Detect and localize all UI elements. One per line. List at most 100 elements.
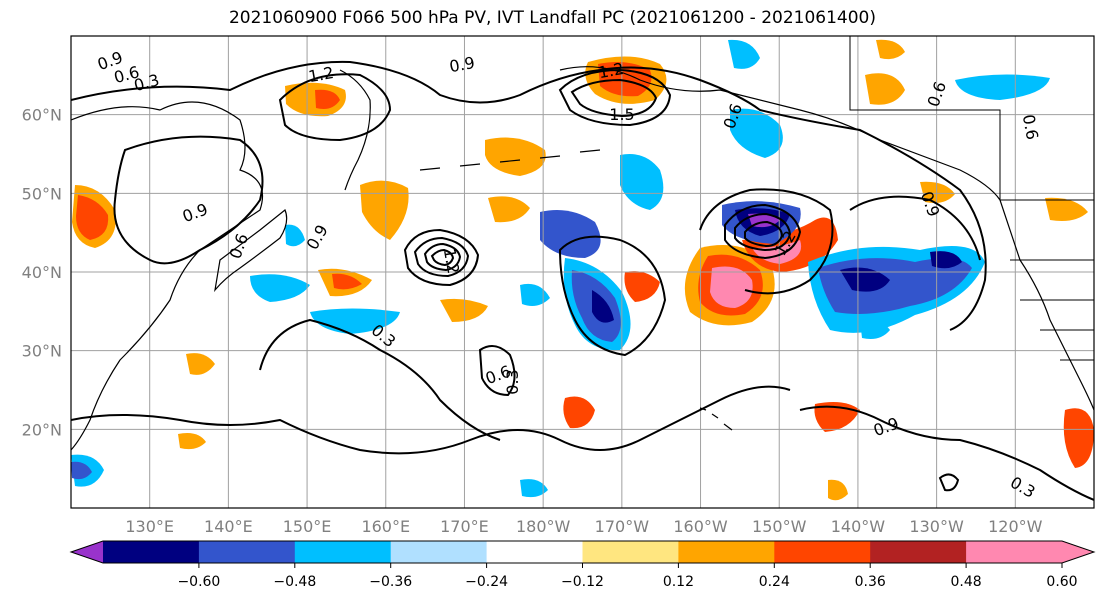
shade-pos-16 — [865, 73, 905, 105]
coast-alaska — [559, 66, 1001, 201]
lon-label-9: 140°W — [831, 517, 886, 536]
colorbar-tick-label-5: 0.12 — [663, 574, 694, 590]
longitude-labels: 130°E 140°E 150°E 160°E 170°E 180°W 170°W 160°W… — [125, 517, 1042, 536]
shade-pos-5-core — [76, 195, 109, 240]
lon-label-4: 170°E — [440, 517, 489, 536]
contour-label-15: 0.3 — [503, 369, 522, 394]
contour-9 — [430, 248, 455, 267]
contour-15 — [849, 195, 981, 261]
colorbar-tick-label-6: 0.24 — [759, 574, 790, 590]
colorbar-segment-7 — [774, 541, 871, 563]
shade-neg-1-core — [840, 267, 890, 292]
pv-contours — [71, 60, 1094, 501]
colorbar-segment-8 — [870, 541, 967, 563]
contour-14 — [699, 188, 834, 295]
colorbar-outline — [69, 540, 1096, 564]
colorbar-tick-label-9: 0.60 — [1046, 574, 1077, 590]
contour-17 — [478, 345, 516, 397]
lat-label-4: 20°N — [22, 420, 62, 439]
contour-18 — [71, 385, 791, 455]
borders — [849, 36, 1094, 361]
lat-label-0: 60°N — [22, 106, 62, 125]
graticule — [71, 36, 1094, 508]
lon-label-6: 170°W — [595, 517, 650, 536]
contour-16 — [259, 318, 501, 441]
shade-neg-11-core — [71, 461, 92, 480]
colorbar-tick-label-8: 0.48 — [951, 574, 982, 590]
shade-neg-8 — [730, 108, 783, 158]
contour-8 — [423, 242, 462, 272]
lon-label-8: 150°W — [752, 517, 807, 536]
colorbar-tick-label-0: −0.60 — [177, 574, 220, 590]
shade-neg-12 — [520, 479, 548, 498]
shade-pos-1-inner — [710, 266, 753, 308]
contour-label-1: 1.2 — [307, 63, 335, 86]
contour-label-4: 0.9 — [448, 53, 476, 76]
contour-2 — [113, 135, 264, 265]
contour-19 — [799, 405, 1094, 501]
shade-neg-7 — [250, 274, 310, 302]
shade-pos-20 — [876, 39, 905, 60]
coast-na-west — [999, 199, 1094, 411]
lon-label-3: 160°E — [361, 517, 410, 536]
shade-pos-4-core — [315, 89, 340, 109]
contour-4 — [558, 68, 672, 127]
colorbar-segment-0 — [103, 541, 200, 563]
shade-neg-14 — [520, 283, 550, 306]
colorbar-tick-label-1: −0.48 — [273, 574, 316, 590]
coast-japan — [214, 209, 288, 293]
colorbar-segment-3 — [390, 541, 488, 563]
colorbar-extend-high — [1062, 541, 1094, 563]
colorbar-tick-label-7: 0.36 — [855, 574, 886, 590]
contour-5 — [570, 78, 658, 118]
lon-label-1: 140°E — [204, 517, 253, 536]
colorbar-tick-label-2: −0.36 — [369, 574, 412, 590]
contour-label-5: 1.2 — [597, 59, 625, 82]
contour-10 — [724, 203, 802, 260]
border-us-states — [1010, 259, 1094, 361]
colorbar: −0.60 −0.48 −0.36 −0.24 −0.12 0.12 0.24 0.36 0.4… — [69, 540, 1096, 590]
shade-neg-5 — [620, 154, 664, 210]
lon-label-11: 120°W — [988, 517, 1043, 536]
lon-label-7: 160°W — [673, 517, 728, 536]
shade-pos-6 — [360, 180, 409, 240]
shade-neg-9 — [728, 39, 760, 69]
coast-kamchatka — [339, 69, 371, 191]
contour-label-6: 1.5 — [609, 105, 634, 124]
colorbar-segment-5 — [582, 541, 679, 563]
shade-pos-10 — [624, 271, 660, 302]
contour-3 — [278, 73, 392, 142]
map-frame — [70, 35, 1095, 509]
lon-label-0: 130°E — [125, 517, 174, 536]
contour-label-19: 1.2 — [440, 247, 463, 275]
contour-label-20: 0.6 — [1019, 113, 1042, 141]
shade-pos-17 — [1045, 197, 1088, 221]
colorbar-segment-4 — [486, 541, 583, 563]
shade-pos-14 — [1063, 408, 1094, 468]
colorbar-segment-2 — [294, 541, 392, 563]
shade-neg-15 — [285, 224, 305, 247]
latitude-labels: 60°N 50°N 40°N 30°N 20°N — [22, 106, 62, 440]
colorbar-tick-label-4: −0.12 — [561, 574, 604, 590]
coast-aleutians — [419, 149, 601, 171]
contour-12 — [744, 220, 784, 248]
shade-neg-3-core — [592, 290, 614, 323]
shade-pos-18 — [186, 353, 215, 375]
map-area: 0.91.20.60.30.9 1.21.5 0.60.90.6 0.90.30.60… — [71, 36, 1094, 508]
contour-13 — [558, 235, 667, 357]
shade-pos-9-core — [332, 273, 362, 290]
colorbar-segment-6 — [678, 541, 775, 563]
shade-neg-1-core2 — [930, 251, 962, 269]
shade-pos-21 — [828, 479, 848, 501]
shade-neg-4 — [540, 209, 601, 258]
shade-pos-15 — [920, 181, 955, 203]
shade-pos-7 — [485, 137, 546, 176]
shade-pos-4 — [285, 82, 346, 117]
shade-pos-12 — [563, 396, 595, 429]
lon-label-5: 180°W — [516, 517, 571, 536]
contour-6 — [403, 228, 480, 287]
contour-20 — [938, 473, 960, 492]
colorbar-tick-label-3: −0.24 — [465, 574, 508, 590]
lat-label-3: 30°N — [22, 342, 62, 361]
